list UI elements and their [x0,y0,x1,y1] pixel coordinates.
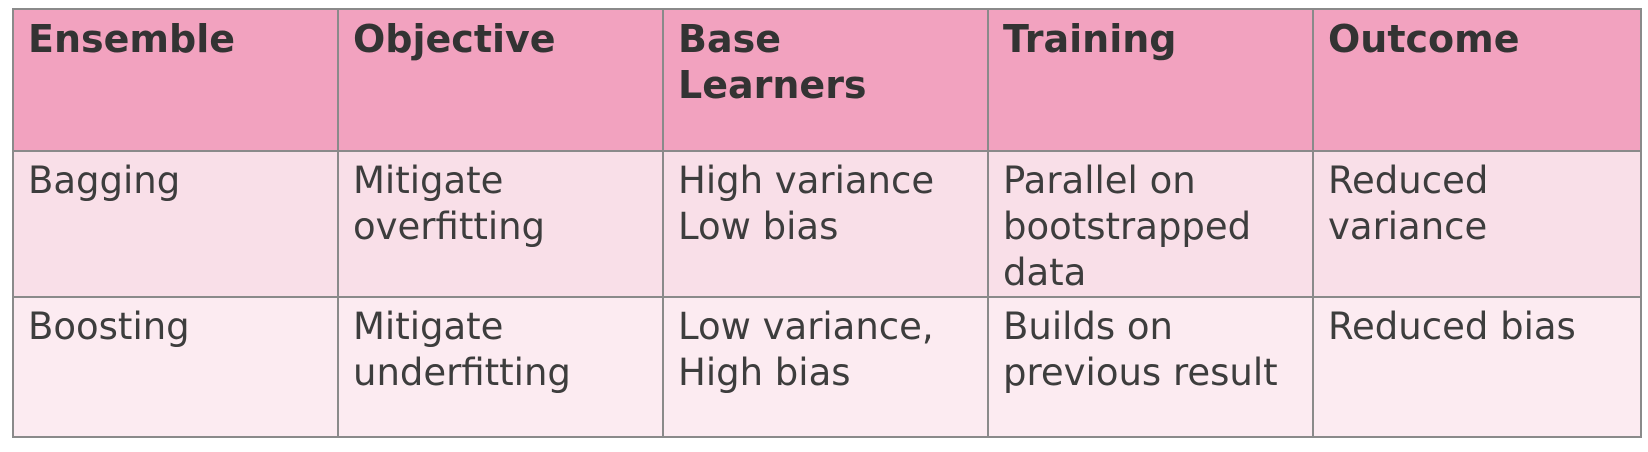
cell-training: Builds on previous result [987,296,1314,438]
cell-ensemble: Bagging [12,150,339,298]
comparison-table-container: Ensemble Objective Base Learners Trainin… [12,8,1642,442]
ensemble-comparison-table: Ensemble Objective Base Learners Trainin… [12,8,1642,438]
cell-base-learners: Low variance, High bias [662,296,989,438]
cell-objective: Mitigate underfitting [337,296,664,438]
table-body: Bagging Mitigate overfitting High varian… [12,150,1642,438]
cell-objective: Mitigate overfitting [337,150,664,298]
header-objective: Objective [337,8,664,152]
table-row-bagging: Bagging Mitigate overfitting High varian… [12,150,1642,298]
table-header: Ensemble Objective Base Learners Trainin… [12,8,1642,152]
header-row: Ensemble Objective Base Learners Trainin… [12,8,1642,152]
table-row-boosting: Boosting Mitigate underfitting Low varia… [12,296,1642,438]
cell-training: Parallel on bootstrapped data [987,150,1314,298]
cell-base-learners: High variance Low bias [662,150,989,298]
header-ensemble: Ensemble [12,8,339,152]
header-outcome: Outcome [1312,8,1642,152]
cell-ensemble: Boosting [12,296,339,438]
cell-outcome: Reduced variance [1312,150,1642,298]
header-base-learners: Base Learners [662,8,989,152]
cell-outcome: Reduced bias [1312,296,1642,438]
header-training: Training [987,8,1314,152]
